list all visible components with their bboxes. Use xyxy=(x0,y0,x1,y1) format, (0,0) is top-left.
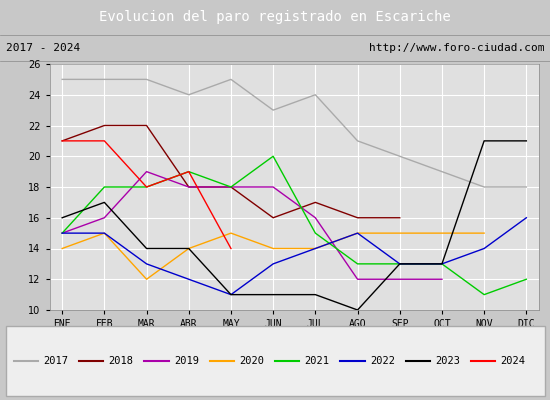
Text: 2024: 2024 xyxy=(500,356,526,366)
Text: 2018: 2018 xyxy=(108,356,134,366)
Text: 2017: 2017 xyxy=(43,356,68,366)
Text: 2020: 2020 xyxy=(239,356,265,366)
Text: 2017 - 2024: 2017 - 2024 xyxy=(6,43,80,53)
Text: 2019: 2019 xyxy=(174,356,199,366)
Text: Evolucion del paro registrado en Escariche: Evolucion del paro registrado en Escaric… xyxy=(99,10,451,24)
Text: http://www.foro-ciudad.com: http://www.foro-ciudad.com xyxy=(369,43,544,53)
Text: 2022: 2022 xyxy=(370,356,395,366)
Text: 2021: 2021 xyxy=(305,356,329,366)
Text: 2023: 2023 xyxy=(436,356,460,366)
